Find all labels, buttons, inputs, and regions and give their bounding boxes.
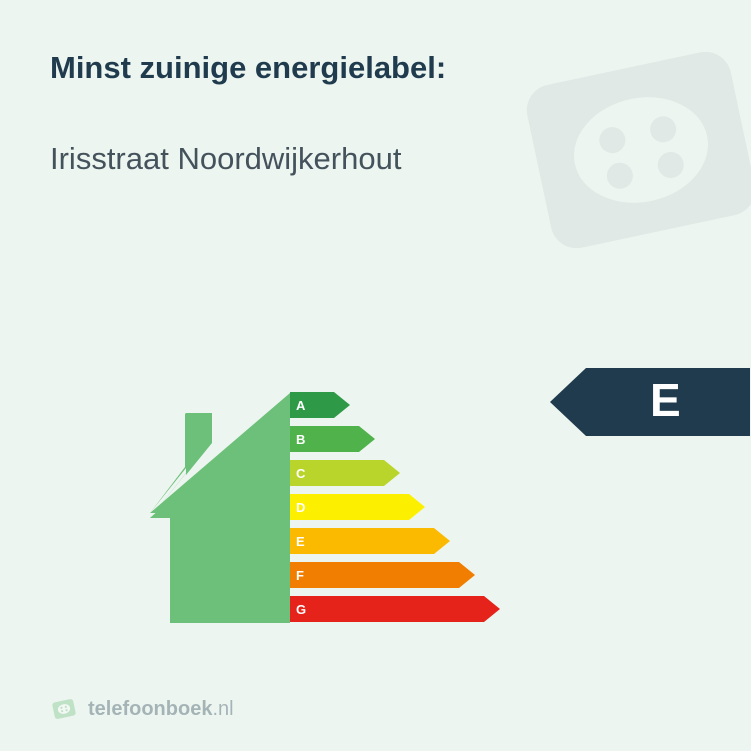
bar-shape (290, 596, 500, 622)
energy-bar-d: D (290, 490, 500, 524)
bar-shape (290, 562, 475, 588)
energy-bar-g: G (290, 592, 500, 626)
rating-badge: E (550, 368, 750, 441)
energy-bars: A B C D E F G (290, 388, 500, 626)
energy-bar-f: F (290, 558, 500, 592)
energy-label-chart: A B C D E F G E (140, 358, 700, 638)
energy-bar-e: E (290, 524, 500, 558)
footer-brand-suffix: .nl (212, 698, 233, 720)
rating-letter: E (650, 373, 681, 427)
bar-letter: G (296, 602, 306, 617)
bar-letter: A (296, 398, 305, 413)
location-subtitle: Irisstraat Noordwijkerhout (50, 141, 701, 177)
bar-letter: C (296, 466, 305, 481)
energy-bar-b: B (290, 422, 500, 456)
bar-shape (290, 528, 450, 554)
bar-letter: B (296, 432, 305, 447)
bar-shape (290, 460, 400, 486)
card: Minst zuinige energielabel: Irisstraat N… (0, 0, 751, 751)
bar-letter: D (296, 500, 305, 515)
footer-brand-bold: telefoonboek (88, 698, 212, 720)
footer-brand: telefoonboek.nl (88, 698, 234, 721)
energy-bar-c: C (290, 456, 500, 490)
energy-bar-a: A (290, 388, 500, 422)
page-title: Minst zuinige energielabel: (50, 50, 701, 86)
footer: telefoonboek.nl (50, 695, 234, 723)
footer-logo-icon (50, 695, 78, 723)
bar-letter: F (296, 568, 304, 583)
house-icon (140, 393, 290, 623)
bar-shape (290, 494, 425, 520)
bar-letter: E (296, 534, 305, 549)
